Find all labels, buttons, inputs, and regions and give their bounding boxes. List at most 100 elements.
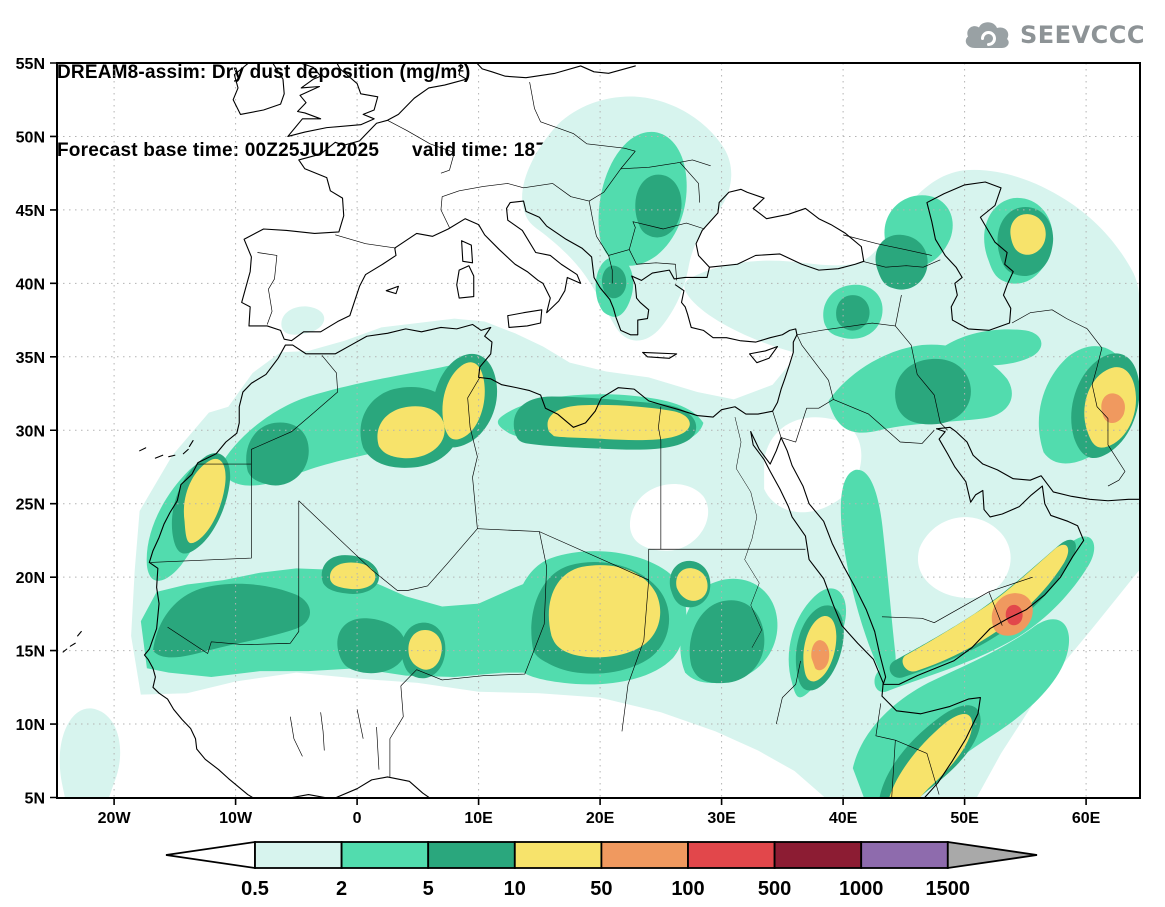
- country-borders-central-europe: [387, 82, 635, 227]
- country-borders-levant: [773, 335, 935, 444]
- dust-blob: [601, 265, 627, 299]
- lat-tick-label: 40N: [16, 276, 45, 293]
- dust-blob: [635, 174, 682, 238]
- chart-subtitle: Forecast base time: 00Z25JUL2025 valid t…: [57, 140, 700, 161]
- lat-tick-label: 10N: [16, 717, 45, 734]
- colorbar-label: 2: [336, 878, 347, 900]
- lon-tick-label: 50E: [950, 810, 979, 827]
- colorbar-label: 50: [590, 878, 612, 900]
- lon-tick-label: 40E: [829, 810, 858, 827]
- colorbar-label: 1500: [926, 878, 971, 900]
- dust-blob: [940, 329, 1042, 366]
- dust-blob: [676, 568, 708, 601]
- colorbar: 0.5 2 5 10 50 100 500 1000 1500: [165, 840, 1038, 900]
- gridlines: [57, 63, 1140, 798]
- coastline-europe: [242, 60, 864, 341]
- lon-tick-label: 0: [353, 810, 362, 827]
- country-borders-libya-sudan: [401, 407, 806, 732]
- dust-blob: [689, 600, 765, 684]
- lat-tick-label: 30N: [16, 423, 45, 440]
- colorbar-segment-100-500: [687, 841, 776, 869]
- dust-blob: [281, 306, 325, 335]
- colorbar-label: 10: [504, 878, 526, 900]
- colorbar-segment-10-50: [513, 841, 603, 869]
- lon-tick-label: 20E: [586, 810, 615, 827]
- lon-tick-label: 20W: [98, 810, 132, 827]
- dust-blob: [811, 640, 830, 671]
- lat-tick-label: 50N: [16, 130, 45, 147]
- country-borders-west-africa: [290, 686, 403, 777]
- coastline-redsea-horn: [751, 432, 981, 801]
- colorbar-under-arrow: [165, 840, 256, 870]
- dust-blob: [547, 404, 690, 441]
- country-borders-arabia: [882, 577, 1033, 625]
- dust-hole: [764, 417, 862, 513]
- islands: [63, 241, 777, 652]
- dust-blob: [875, 234, 928, 290]
- dust-layer-50-100: [811, 393, 1125, 671]
- dust-blob: [408, 630, 442, 670]
- dust-blob: [246, 422, 309, 486]
- coastline-ireland: [233, 59, 284, 115]
- country-borders-caucasus: [843, 235, 940, 267]
- coastline-britain: [288, 60, 378, 136]
- lat-tick-label: 5N: [25, 791, 45, 808]
- coastline-caspian: [927, 182, 1013, 330]
- dust-blob: [902, 544, 1069, 672]
- country-borders-horn: [776, 661, 939, 798]
- country-borders-nw-africa: [151, 355, 480, 653]
- lat-tick-label: 20N: [16, 570, 45, 587]
- dust-blob: [840, 469, 896, 678]
- dust-blob: [889, 714, 973, 798]
- coastline-arabia: [751, 429, 1084, 685]
- country-borders-iran-east: [1012, 310, 1125, 486]
- coastline-iran-gulf: [937, 427, 1142, 500]
- colorbar-label: 1000: [839, 878, 884, 900]
- colorbar-segment-500-1000: [773, 841, 863, 869]
- coastline-africa-levant: [144, 285, 796, 805]
- dust-blob: [1010, 214, 1046, 255]
- colorbar-label: 0.5: [241, 878, 269, 900]
- country-borders-turkey-iran: [797, 295, 948, 430]
- colorbar-segment-2-5: [340, 841, 430, 869]
- lon-axis: 20W 10W 0 10E 20E 30E 40E 50E 60E: [98, 810, 1101, 827]
- dust-blob: [152, 583, 311, 658]
- dust-blob: [548, 565, 661, 658]
- dust-blob: [377, 406, 445, 459]
- lon-tick-label: 60E: [1072, 810, 1101, 827]
- dust-blob: [836, 295, 870, 331]
- colorbar-label: 100: [671, 878, 704, 900]
- cloud-icon: [965, 22, 1009, 48]
- dust-blob: [329, 562, 376, 590]
- coastline-baltic: [473, 59, 636, 78]
- colorbar-over-arrow: [946, 840, 1038, 870]
- map-canvas: 55N 50N 45N 40N 35N 30N 25N 20N 15N 10N …: [16, 56, 1141, 827]
- logo-text: SEEVCCC: [1020, 21, 1145, 49]
- lat-tick-label: 55N: [16, 56, 45, 73]
- dust-hole: [917, 517, 1011, 598]
- dust-blob: [442, 362, 485, 440]
- lon-tick-label: 30E: [707, 810, 736, 827]
- dust-hole: [629, 483, 709, 551]
- dust-blob: [895, 358, 971, 425]
- lat-tick-label: 35N: [16, 350, 45, 367]
- lon-tick-label: 10E: [464, 810, 493, 827]
- lon-tick-label: 10W: [219, 810, 253, 827]
- colorbar-label: 5: [423, 878, 434, 900]
- lat-tick-label: 25N: [16, 497, 45, 514]
- dust-blob: [1101, 393, 1125, 424]
- colorbar-label: 500: [758, 878, 791, 900]
- dust-blob: [183, 458, 226, 544]
- seevccc-logo: SEEVCCC: [961, 16, 1145, 54]
- colorbar-segment-5-10: [427, 841, 516, 869]
- colorbar-segment-0.5-2: [254, 841, 343, 869]
- geography: [63, 59, 1142, 805]
- country-borders-balkans: [589, 160, 711, 283]
- country-borders-iberia: [257, 235, 396, 325]
- axis-ticks: [50, 62, 1087, 805]
- dust-blob: [59, 708, 121, 798]
- dust-blob: [337, 618, 406, 674]
- lat-axis: 55N 50N 45N 40N 35N 30N 25N 20N 15N 10N …: [16, 56, 45, 808]
- colorbar-segment-50-100: [600, 841, 689, 869]
